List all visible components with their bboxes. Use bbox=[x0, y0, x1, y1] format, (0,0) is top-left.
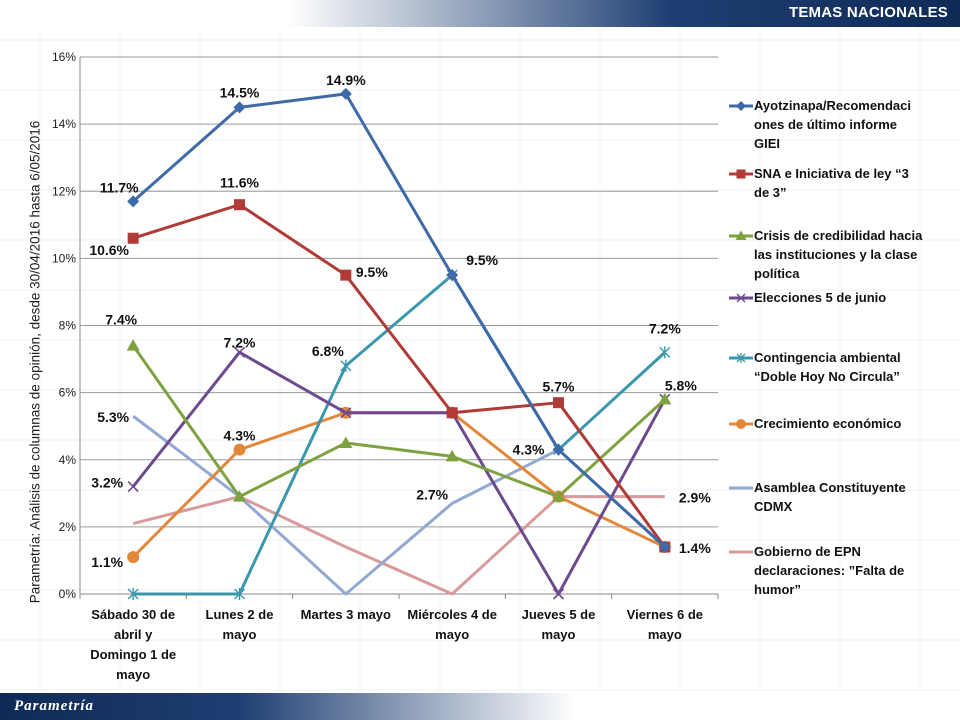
legend-label: Crecimiento económico bbox=[754, 416, 902, 431]
data-label: 14.9% bbox=[326, 72, 366, 88]
data-label: 1.4% bbox=[679, 540, 711, 556]
legend-item: Crisis de credibilidad hacia las instituc… bbox=[728, 226, 954, 283]
series-line bbox=[126, 339, 672, 502]
legend-swatch bbox=[729, 419, 753, 429]
y-tick-label: 0% bbox=[59, 587, 77, 601]
data-point bbox=[127, 481, 139, 493]
data-point bbox=[553, 397, 564, 409]
legend-item: Gobierno de EPN declaraciones: ”Falta de h… bbox=[728, 542, 954, 599]
data-point bbox=[339, 87, 352, 100]
y-tick-label: 12% bbox=[52, 184, 76, 198]
data-label: 3.2% bbox=[91, 475, 123, 491]
data-point bbox=[127, 551, 140, 564]
data-label: 5.3% bbox=[97, 409, 129, 425]
data-point bbox=[234, 199, 245, 211]
data-label: 7.2% bbox=[649, 320, 681, 336]
legend-swatch bbox=[729, 353, 753, 363]
data-label: 4.3% bbox=[513, 442, 545, 458]
y-tick-label: 14% bbox=[52, 117, 76, 131]
data-point bbox=[445, 449, 459, 462]
legend-item: SNA e Iniciativa de ley “3 de 3” bbox=[728, 164, 954, 202]
data-label: 11.6% bbox=[220, 175, 259, 191]
legend-swatch bbox=[729, 293, 753, 303]
data-point bbox=[446, 407, 458, 419]
x-tick-label: Viernes 6 de mayo bbox=[627, 607, 703, 642]
y-tick-label: 2% bbox=[59, 520, 77, 534]
data-point bbox=[552, 588, 565, 600]
series-line bbox=[132, 414, 666, 596]
data-label: 11.7% bbox=[100, 179, 139, 195]
data-label: 5.7% bbox=[543, 379, 575, 395]
legend-item: Ayotzinapa/Recomendaci ones de último inf… bbox=[728, 96, 954, 153]
data-point bbox=[446, 269, 459, 282]
data-label: 2.9% bbox=[679, 490, 711, 506]
data-label: 7.2% bbox=[224, 334, 256, 350]
legend-label: Ayotzinapa/Recomendaci ones de último inf… bbox=[754, 98, 912, 151]
legend-item: Elecciones 5 de junio bbox=[728, 288, 954, 307]
data-label: 1.1% bbox=[91, 554, 123, 570]
x-tick-label: Martes 3 mayo bbox=[301, 607, 391, 622]
data-label: 2.7% bbox=[416, 486, 448, 502]
x-tick-label: Jueves 5 de mayo bbox=[522, 607, 596, 642]
x-tick-label: Lunes 2 de mayo bbox=[206, 607, 274, 642]
legend-item: Crecimiento económico bbox=[728, 414, 954, 433]
data-point bbox=[659, 346, 671, 359]
data-label: 7.4% bbox=[105, 312, 137, 328]
data-point bbox=[552, 443, 565, 456]
legend-swatch bbox=[729, 550, 753, 554]
y-tick-label: 6% bbox=[59, 386, 77, 400]
data-point bbox=[658, 392, 672, 405]
data-label: 10.6% bbox=[89, 242, 129, 258]
header-band bbox=[0, 0, 960, 27]
parametria-logo: Parametría bbox=[14, 698, 94, 714]
data-label: 14.5% bbox=[220, 84, 260, 100]
legend-label: Asamblea Constituyente CDMX bbox=[754, 480, 906, 514]
legend-swatch bbox=[729, 230, 753, 240]
legend-label: Elecciones 5 de junio bbox=[754, 290, 887, 305]
legend-item: Asamblea Constituyente CDMX bbox=[728, 478, 954, 516]
data-label: 6.8% bbox=[312, 343, 344, 359]
legend-item: Contingencia ambiental “Doble Hoy No Circ… bbox=[728, 348, 954, 386]
footer-band bbox=[0, 693, 960, 720]
data-point bbox=[340, 269, 352, 281]
data-point bbox=[658, 541, 671, 554]
series-line bbox=[127, 199, 671, 553]
data-label: 4.3% bbox=[224, 428, 256, 444]
y-tick-label: 16% bbox=[52, 50, 76, 64]
data-point bbox=[340, 359, 352, 372]
data-label: 5.8% bbox=[665, 377, 697, 393]
data-point bbox=[234, 588, 245, 600]
data-label: 9.5% bbox=[466, 252, 498, 268]
data-point bbox=[552, 490, 565, 502]
data-point bbox=[340, 407, 352, 419]
data-label: 9.5% bbox=[356, 264, 388, 280]
legend-label: Crisis de credibilidad hacia las instituc… bbox=[754, 228, 923, 281]
legend-label: SNA e Iniciativa de ley “3 de 3” bbox=[754, 166, 909, 200]
x-tick-label: Miércoles 4 de mayo bbox=[407, 607, 497, 642]
page-title: TEMAS NACIONALES bbox=[788, 4, 948, 21]
data-point bbox=[339, 436, 353, 448]
y-tick-label: 4% bbox=[59, 453, 77, 467]
series-line bbox=[127, 87, 671, 554]
data-point bbox=[127, 195, 140, 208]
y-tick-label: 8% bbox=[59, 319, 77, 333]
data-point bbox=[127, 588, 139, 600]
data-point bbox=[233, 443, 246, 456]
legend-label: Contingencia ambiental “Doble Hoy No Circ… bbox=[754, 350, 901, 384]
data-point bbox=[233, 490, 246, 502]
data-point bbox=[233, 346, 246, 358]
y-tick-label: 10% bbox=[52, 251, 76, 265]
x-tick-label: Sábado 30 de abril y Domingo 1 de mayo bbox=[90, 607, 176, 682]
data-point bbox=[127, 232, 139, 244]
series-line bbox=[132, 495, 665, 596]
legend-label: Gobierno de EPN declaraciones: ”Falta de h… bbox=[754, 544, 905, 597]
legend-swatch bbox=[729, 169, 753, 179]
data-point bbox=[126, 339, 140, 351]
legend-swatch bbox=[729, 101, 753, 111]
legend-swatch bbox=[729, 486, 753, 490]
data-point bbox=[233, 101, 246, 114]
